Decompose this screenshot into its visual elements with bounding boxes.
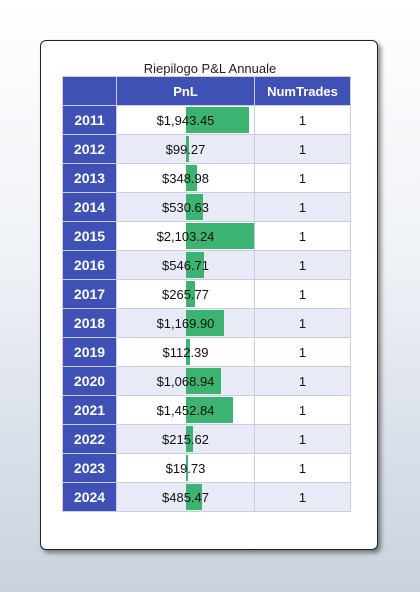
pnl-cell: $348.98 (116, 163, 255, 193)
row-year: 2024 (62, 482, 117, 512)
numtrades-cell: 1 (254, 308, 351, 338)
pnl-value: $530.63 (162, 199, 209, 215)
table-row: 2024 $485.47 1 (62, 482, 351, 512)
header-year[interactable] (62, 76, 117, 106)
pnl-cell: $485.47 (116, 482, 255, 512)
pnl-value: $546.71 (162, 257, 209, 273)
row-year: 2023 (62, 453, 117, 483)
row-year: 2019 (62, 337, 117, 367)
pnl-bar (186, 368, 221, 394)
pnl-cell: $215.62 (116, 424, 255, 454)
row-year: 2021 (62, 395, 117, 425)
pnl-bar (186, 281, 195, 307)
pnl-value: $19.73 (165, 460, 206, 476)
pnl-cell: $530.63 (116, 192, 255, 222)
table-row: 2011 $1,943.45 1 (62, 105, 351, 135)
header-numtrades[interactable]: NumTrades (254, 76, 351, 106)
numtrades-cell: 1 (254, 134, 351, 164)
table-row: 2019 $112.39 1 (62, 337, 351, 367)
table-row: 2017 $265.77 1 (62, 279, 351, 309)
row-year: 2015 (62, 221, 117, 251)
numtrades-cell: 1 (254, 366, 351, 396)
numtrades-cell: 1 (254, 482, 351, 512)
pnl-value: $2,103.24 (156, 228, 215, 244)
table-row: 2013 $348.98 1 (62, 163, 351, 193)
pnl-bar (186, 194, 203, 220)
numtrades-cell: 1 (254, 192, 351, 222)
row-year: 2013 (62, 163, 117, 193)
table-row: 2022 $215.62 1 (62, 424, 351, 454)
numtrades-cell: 1 (254, 395, 351, 425)
table-row: 2021 $1,452.84 1 (62, 395, 351, 425)
table-row: 2018 $1,169.90 1 (62, 308, 351, 338)
pnl-cell: $1,068.94 (116, 366, 255, 396)
header-pnl[interactable]: PnL (116, 76, 255, 106)
table-row: 2014 $530.63 1 (62, 192, 351, 222)
row-year: 2020 (62, 366, 117, 396)
pnl-bar (186, 310, 224, 336)
pnl-cell: $1,452.84 (116, 395, 255, 425)
pnl-value: $485.47 (162, 489, 209, 505)
table-row: 2023 $19.73 1 (62, 453, 351, 483)
row-year: 2014 (62, 192, 117, 222)
table-caption: Riepilogo P&L Annuale (143, 61, 277, 76)
row-year: 2017 (62, 279, 117, 309)
pnl-value: $1,943.45 (156, 112, 215, 128)
table-row: 2012 $99.27 1 (62, 134, 351, 164)
pnl-value: $265.77 (162, 286, 209, 302)
pnl-value: $1,452.84 (156, 402, 215, 418)
pnl-bar (186, 426, 193, 452)
pnl-cell: $546.71 (116, 250, 255, 280)
pnl-value: $99.27 (165, 141, 206, 157)
numtrades-cell: 1 (254, 424, 351, 454)
pnl-bar (186, 484, 202, 510)
numtrades-cell: 1 (254, 221, 351, 251)
pnl-value: $348.98 (162, 170, 209, 186)
pnl-cell: $1,169.90 (116, 308, 255, 338)
pnl-cell: $19.73 (116, 453, 255, 483)
pnl-bar (186, 107, 249, 133)
numtrades-cell: 1 (254, 453, 351, 483)
header-row: PnL NumTrades (62, 76, 351, 106)
table-row: 2020 $1,068.94 1 (62, 366, 351, 396)
pnl-value: $1,169.90 (156, 315, 215, 331)
pnl-cell: $265.77 (116, 279, 255, 309)
pnl-cell: $2,103.24 (116, 221, 255, 251)
row-year: 2011 (62, 105, 117, 135)
numtrades-cell: 1 (254, 250, 351, 280)
table-row: 2016 $546.71 1 (62, 250, 351, 280)
pnl-cell: $1,943.45 (116, 105, 255, 135)
pnl-bar (186, 223, 254, 249)
pnl-bar (186, 252, 204, 278)
pnl-value: $215.62 (162, 431, 209, 447)
pnl-bar (186, 339, 190, 365)
row-year: 2022 (62, 424, 117, 454)
pnl-bar (186, 397, 233, 423)
row-year: 2018 (62, 308, 117, 338)
pnl-value: $1,068.94 (156, 373, 215, 389)
pnl-cell: $112.39 (116, 337, 255, 367)
pnl-bar (186, 455, 188, 481)
numtrades-cell: 1 (254, 337, 351, 367)
numtrades-cell: 1 (254, 279, 351, 309)
row-year: 2012 (62, 134, 117, 164)
pnl-summary-table: PnL NumTrades 2011 $1,943.45 1 2012 $99.27 1 2… (62, 76, 351, 512)
numtrades-cell: 1 (254, 105, 351, 135)
numtrades-cell: 1 (254, 163, 351, 193)
pnl-bar (186, 136, 189, 162)
row-year: 2016 (62, 250, 117, 280)
pnl-value: $112.39 (162, 344, 209, 360)
pnl-bar (186, 165, 197, 191)
pnl-cell: $99.27 (116, 134, 255, 164)
table-body: 2011 $1,943.45 1 2012 $99.27 1 2013 $348.98 1 201… (62, 105, 351, 512)
table-row: 2015 $2,103.24 1 (62, 221, 351, 251)
